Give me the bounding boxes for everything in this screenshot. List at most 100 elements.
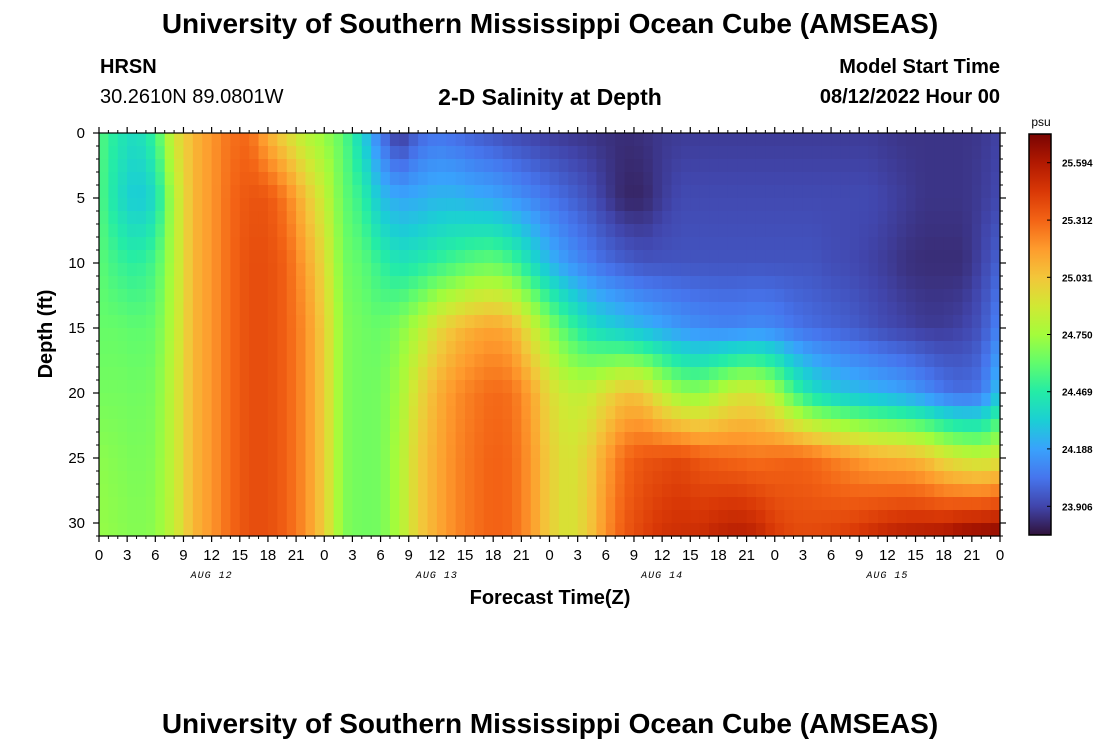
heatmap-cell [652,354,663,368]
heatmap-cell [887,497,898,511]
heatmap-cell [643,458,654,472]
heatmap-cell [493,341,504,355]
heatmap-cell [662,133,673,147]
heatmap-cell [249,445,260,459]
heatmap-cell [774,289,785,303]
heatmap-cell [314,315,325,329]
heatmap-cell [136,367,147,381]
heatmap-cell [624,367,635,381]
heatmap-cell [540,458,551,472]
heatmap-cell [709,224,720,238]
heatmap-cell [690,406,701,420]
heatmap-cell [953,419,964,433]
heatmap-cell [427,419,438,433]
heatmap-cell [953,471,964,485]
heatmap-cell [990,263,1001,277]
heatmap-cell [192,224,203,238]
heatmap-cell [859,380,870,394]
heatmap-cell [615,276,626,290]
heatmap-cell [202,250,213,264]
heatmap-cell [671,146,682,160]
heatmap-cell [258,250,269,264]
heatmap-cell [155,406,166,420]
heatmap-cell [746,159,757,173]
heatmap-cell [896,263,907,277]
heatmap-cell [127,523,138,537]
heatmap-cell [699,380,710,394]
heatmap-cell [108,380,119,394]
heatmap-cell [924,393,935,407]
heatmap-cell [680,354,691,368]
heatmap-cell [906,328,917,342]
heatmap-cell [474,133,485,147]
heatmap-cell [117,237,128,251]
heatmap-cell [296,497,307,511]
y-tick-label: 25 [68,450,85,467]
heatmap-cell [361,393,372,407]
heatmap-cell [633,302,644,316]
heatmap-cell [277,159,288,173]
heatmap-cell [371,224,382,238]
heatmap-cell [343,133,354,147]
heatmap-cell [211,458,222,472]
heatmap-cell [108,211,119,225]
heatmap-cell [943,133,954,147]
heatmap-cell [699,211,710,225]
heatmap-cell [324,380,335,394]
heatmap-cell [333,250,344,264]
heatmap-cell [896,146,907,160]
heatmap-cell [436,523,447,537]
heatmap-cell [324,211,335,225]
heatmap-cell [202,263,213,277]
heatmap-cell [924,523,935,537]
heatmap-cell [192,367,203,381]
y-tick-label: 20 [68,385,85,402]
heatmap-cell [877,250,888,264]
heatmap-cell [633,224,644,238]
heatmap-cell [127,484,138,498]
heatmap-cell [962,224,973,238]
heatmap-cell [202,393,213,407]
heatmap-cell [502,471,513,485]
heatmap-cell [924,289,935,303]
heatmap-cell [624,432,635,446]
x-tick-label: 15 [907,547,924,564]
heatmap-cell [174,289,185,303]
heatmap-cell [643,497,654,511]
heatmap-cell [474,471,485,485]
heatmap-cell [990,172,1001,186]
heatmap-cell [380,133,391,147]
heatmap-cell [877,406,888,420]
heatmap-cell [727,172,738,186]
heatmap-cell [643,146,654,160]
heatmap-cell [502,328,513,342]
heatmap-cell [906,393,917,407]
heatmap-cell [343,185,354,199]
heatmap-cell [868,497,879,511]
heatmap-cell [821,510,832,524]
heatmap-cell [849,263,860,277]
heatmap-cell [840,263,851,277]
heatmap-cell [709,276,720,290]
heatmap-cell [765,458,776,472]
heatmap-cell [277,276,288,290]
heatmap-cell [164,445,175,459]
heatmap-cell [662,211,673,225]
heatmap-cell [427,198,438,212]
heatmap-cell [793,263,804,277]
heatmap-cell [483,237,494,251]
heatmap-cell [493,510,504,524]
heatmap-cell [549,328,560,342]
heatmap-cell [652,211,663,225]
heatmap-cell [896,276,907,290]
heatmap-cell [868,432,879,446]
heatmap-cell [680,510,691,524]
heatmap-cell [915,172,926,186]
heatmap-cell [981,406,992,420]
heatmap-cell [840,211,851,225]
heatmap-cell [709,393,720,407]
heatmap-cell [324,354,335,368]
heatmap-cell [840,172,851,186]
heatmap-cell [915,380,926,394]
heatmap-cell [324,224,335,238]
